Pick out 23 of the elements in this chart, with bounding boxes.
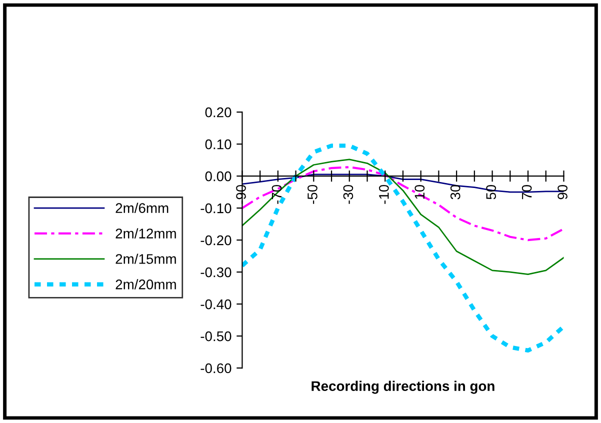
y-tick-label: 0.00 (205, 171, 232, 182)
y-tick-label: -0.10 (200, 203, 232, 214)
y-tick-label: -0.20 (200, 235, 232, 246)
x-tick-label: 30 (450, 184, 460, 200)
x-tick-label: 70 (522, 184, 532, 200)
x-tick-label: 10 (414, 184, 425, 199)
x-tick-label: -10 (379, 184, 389, 204)
y-tick-label: -0.60 (200, 363, 232, 374)
x-axis-title: Recording directions in gon (312, 380, 494, 394)
y-tick-label: 0.10 (205, 139, 232, 150)
y-tick-label: 0.20 (205, 107, 232, 118)
y-tick-label: -0.50 (200, 331, 232, 342)
x-tick-label: -30 (343, 184, 354, 204)
legend-label: 2m/12mm (116, 228, 176, 238)
legend-label: 2m/6mm (116, 202, 168, 214)
x-tick-label: -70 (272, 184, 282, 204)
legend-label: 2m/20mm (116, 279, 176, 290)
x-tick-label: 90 (558, 184, 568, 200)
legend-label: 2m/15mm (116, 254, 176, 264)
x-tick-label: -50 (308, 184, 318, 204)
x-tick-label: 50 (486, 184, 496, 200)
y-tick-label: -0.40 (200, 299, 232, 310)
y-tick-label: -0.30 (200, 267, 232, 278)
